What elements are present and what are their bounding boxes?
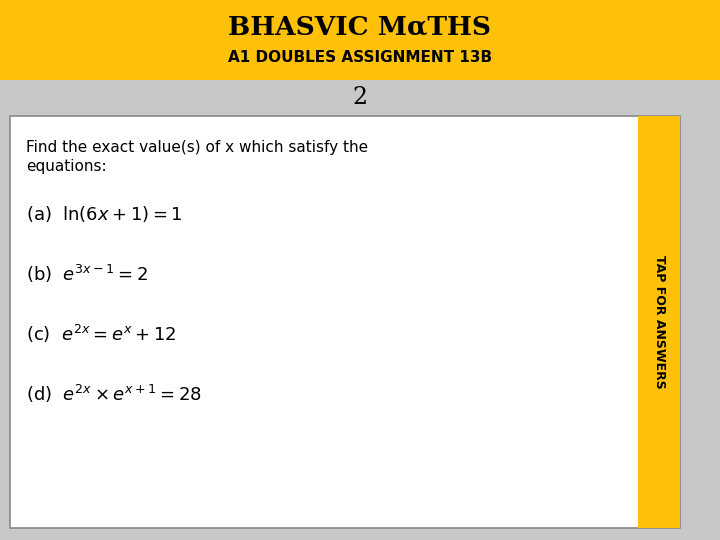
Text: (a)  $\ln(6x + 1) = 1$: (a) $\ln(6x + 1) = 1$ [26,204,182,224]
Text: 2: 2 [352,86,368,110]
Text: TAP FOR ANSWERS: TAP FOR ANSWERS [652,255,665,389]
Bar [0,80,720,540]
Text: equations:: equations: [26,159,107,174]
Bar [638,116,680,528]
Text: BHASVIC MαTHS: BHASVIC MαTHS [228,15,492,39]
Text: (b)  $e^{3x-1} = 2$: (b) $e^{3x-1} = 2$ [26,263,148,285]
Text: (d)  $e^{2x} \times e^{x+1} = 28$: (d) $e^{2x} \times e^{x+1} = 28$ [26,383,202,405]
Text: A1 DOUBLES ASSIGNMENT 13B: A1 DOUBLES ASSIGNMENT 13B [228,50,492,64]
Text: Find the exact value(s) of x which satisfy the: Find the exact value(s) of x which satis… [26,140,368,155]
Bar [10,116,680,528]
Text: (c)  $e^{2x} = e^{x} + 12$: (c) $e^{2x} = e^{x} + 12$ [26,323,176,345]
Bar [0,0,720,80]
